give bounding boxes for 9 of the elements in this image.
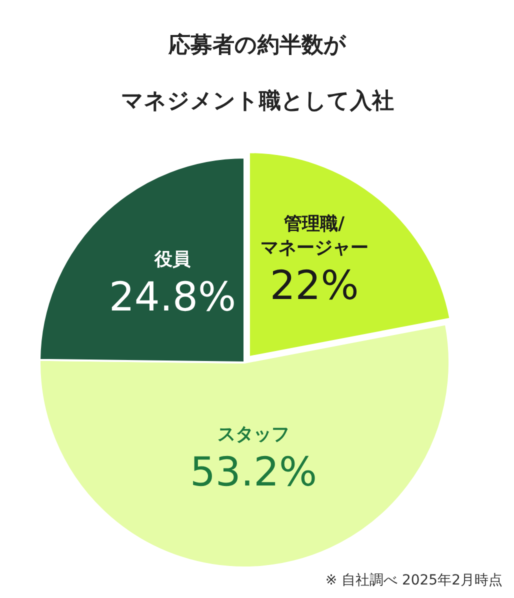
data-label: 24.8% [108, 274, 236, 321]
chart-title: 応募者の約半数が [168, 32, 346, 58]
text: ※ 自社調べ 2025年2月時点 [325, 572, 503, 588]
chart-subtitle: マネジメント職として入社 [121, 89, 394, 114]
slice-label: 役員 [153, 249, 192, 270]
data-label: 22% [270, 263, 359, 310]
slice-label: スタッフ [218, 424, 290, 446]
slice-label: 管理職/マネージャー [260, 214, 368, 259]
data-label: 53.2% [190, 450, 318, 496]
